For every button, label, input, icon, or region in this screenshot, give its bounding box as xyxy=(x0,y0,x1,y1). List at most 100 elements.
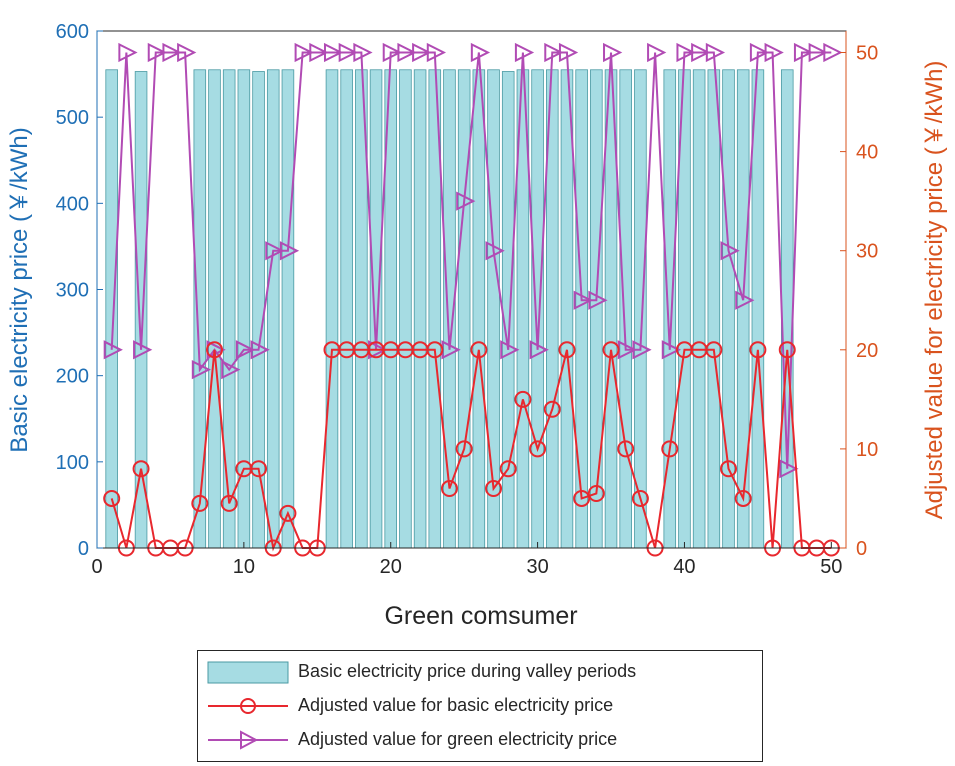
basic-line xyxy=(110,348,832,552)
basic-point-27 xyxy=(485,480,503,498)
bar-series xyxy=(105,69,794,549)
y-right-tick-label-20: 20 xyxy=(856,340,878,362)
green-point-42 xyxy=(705,42,726,63)
x-axis: 0 10 20 30 40 50 xyxy=(91,542,842,578)
y-left-tick-label-0: 0 xyxy=(78,538,89,560)
bar-19 xyxy=(369,69,383,549)
x-tick-label-40: 40 xyxy=(673,556,695,578)
bar-32 xyxy=(560,69,574,549)
green-point-12 xyxy=(265,241,285,261)
bar-30 xyxy=(531,69,544,549)
basic-point-7 xyxy=(191,494,209,512)
bar-25 xyxy=(457,69,471,549)
basic-point-8 xyxy=(205,341,223,359)
green-point-39 xyxy=(661,340,682,360)
legend-basic-swatch xyxy=(208,698,288,714)
green-point-41 xyxy=(691,42,711,63)
basic-point-9 xyxy=(220,494,238,512)
bar-27 xyxy=(487,69,500,549)
basic-point-47 xyxy=(778,341,796,359)
green-point-31 xyxy=(544,42,564,63)
legend-green-swatch xyxy=(208,730,288,750)
basic-point-37 xyxy=(631,489,649,507)
green-point-15 xyxy=(309,42,329,63)
green-point-13 xyxy=(279,241,300,261)
legend-basic-label: Adjusted value for basic electricity pri… xyxy=(298,695,614,715)
green-point-7 xyxy=(191,360,212,380)
y-axis-right: 0 10 20 30 40 50 xyxy=(840,31,878,560)
green-point-46 xyxy=(764,42,784,63)
bar-26 xyxy=(472,69,486,549)
bar-44 xyxy=(736,69,750,549)
basic-point-36 xyxy=(617,440,635,458)
basic-point-33 xyxy=(573,489,591,507)
green-point-23 xyxy=(426,42,447,63)
green-point-16 xyxy=(323,42,344,63)
bar-17 xyxy=(340,69,353,549)
bar-33 xyxy=(575,69,588,549)
y-left-tick-label-300: 300 xyxy=(56,280,89,302)
green-point-33 xyxy=(573,290,593,310)
bar-1 xyxy=(105,69,118,549)
green-point-22 xyxy=(412,42,432,63)
green-point-45 xyxy=(749,42,770,63)
bar-16 xyxy=(325,69,339,549)
bar-42 xyxy=(707,69,721,549)
green-point-25 xyxy=(456,191,476,211)
x-tick-label-10: 10 xyxy=(233,556,255,578)
basic-point-31 xyxy=(543,400,561,418)
green-point-5 xyxy=(162,42,182,63)
y-right-tick-label-50: 50 xyxy=(856,43,878,65)
x-tick-label-0: 0 xyxy=(91,556,102,578)
green-point-43 xyxy=(720,241,740,261)
bar-36 xyxy=(619,69,632,549)
green-point-2 xyxy=(118,42,138,63)
y-right-tick-label-40: 40 xyxy=(856,142,878,164)
green-point-48 xyxy=(793,42,814,63)
green-point-10 xyxy=(235,340,256,360)
bar-45 xyxy=(751,69,765,549)
y-right-tick-label-0: 0 xyxy=(856,538,867,560)
green-point-47 xyxy=(779,459,799,479)
green-point-44 xyxy=(735,290,755,310)
legend-item-bar: Basic electricity price during valley pe… xyxy=(198,657,762,687)
green-point-14 xyxy=(294,42,314,63)
green-point-6 xyxy=(177,42,197,63)
green-point-38 xyxy=(647,42,667,63)
y-left-tick-label-200: 200 xyxy=(56,366,89,388)
basic-point-35 xyxy=(602,341,620,359)
x-tick-label-30: 30 xyxy=(526,556,548,578)
bar-41 xyxy=(692,69,706,549)
bar-34 xyxy=(590,69,603,549)
green-point-35 xyxy=(603,42,623,63)
green-point-26 xyxy=(470,42,491,63)
bar-7 xyxy=(193,69,207,549)
y-axis-left: 0 100 200 300 400 500 600 xyxy=(56,21,103,560)
green-point-37 xyxy=(632,340,652,360)
basic-point-32 xyxy=(558,341,576,359)
green-point-11 xyxy=(250,340,270,360)
basic-point-44 xyxy=(734,489,752,507)
green-point-3 xyxy=(133,340,153,360)
green-point-28 xyxy=(500,340,520,360)
green-point-49 xyxy=(808,42,828,63)
y-right-tick-label-10: 10 xyxy=(856,439,878,461)
legend-item-basic: Adjusted value for basic electricity pri… xyxy=(198,691,762,721)
basic-point-13 xyxy=(279,504,297,522)
green-point-4 xyxy=(147,42,167,63)
green-point-27 xyxy=(485,241,505,261)
green-point-9 xyxy=(221,360,241,380)
bar-9 xyxy=(222,69,236,549)
green-point-21 xyxy=(397,42,417,63)
legend-green-label: Adjusted value for green electricity pri… xyxy=(298,729,618,749)
green-point-29 xyxy=(514,42,535,63)
bar-8 xyxy=(208,69,221,549)
y-axis-right-label: Adjusted value for electricity price (￥/… xyxy=(921,61,948,520)
green-point-32 xyxy=(558,42,579,63)
x-tick-label-20: 20 xyxy=(380,556,402,578)
legend-bar-label: Basic electricity price during valley pe… xyxy=(298,661,637,681)
bar-22 xyxy=(413,69,427,549)
basic-point-34 xyxy=(587,484,605,502)
basic-point-26 xyxy=(470,341,488,359)
